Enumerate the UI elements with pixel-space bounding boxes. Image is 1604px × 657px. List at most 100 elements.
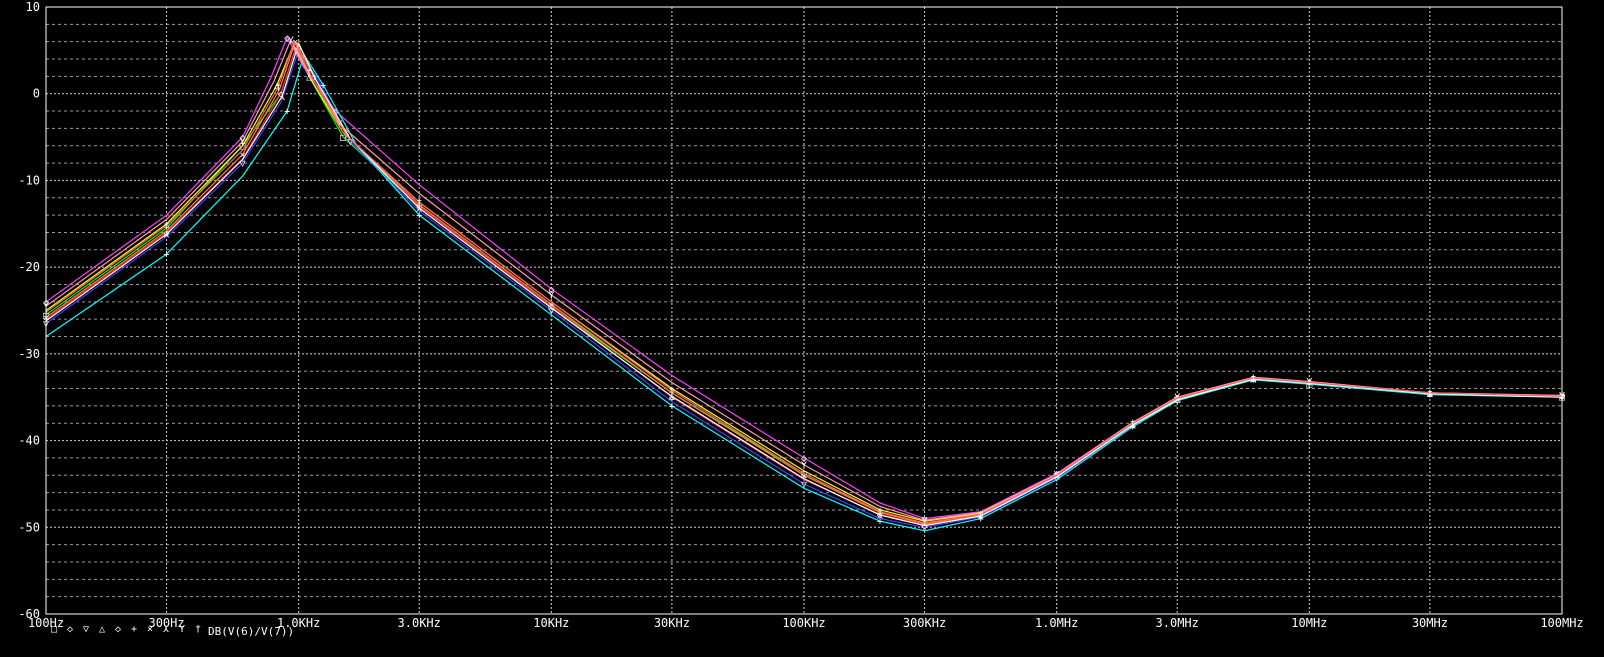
legend-marker-7: × xyxy=(147,624,153,635)
series-marker-8: ⋏ xyxy=(163,230,171,241)
legend-marker-1: □ xyxy=(51,624,57,635)
series-marker-9: Y xyxy=(240,137,246,148)
series-marker-6: + xyxy=(669,401,675,412)
series-marker-3: ▽ xyxy=(922,523,928,534)
series-marker-9: Y xyxy=(922,516,928,527)
legend-marker-4: △ xyxy=(99,624,105,635)
x-tick-label: 30KHz xyxy=(654,616,690,630)
series-marker-4: △ xyxy=(274,81,280,92)
series-marker-4: △ xyxy=(416,198,422,209)
x-tick-label: 100Hz xyxy=(28,616,64,630)
y-axis-ticks: 10 0 -10 -20 -30 -40 -50 -60 xyxy=(18,0,40,621)
series-marker-8: ⋏ xyxy=(668,392,676,403)
y-tick-label: 0 xyxy=(33,87,40,101)
series-marker-10: † xyxy=(416,198,422,209)
series-marker-6: + xyxy=(978,514,984,525)
series-marker-1: □ xyxy=(801,469,807,480)
x-tick-label: 30MHz xyxy=(1412,616,1448,630)
x-tick-label: 1.0KHz xyxy=(277,616,320,630)
series-marker-3: ▽ xyxy=(347,137,353,148)
series-marker-7: × xyxy=(548,300,554,311)
series-marker-1: □ xyxy=(240,141,246,152)
series-marker-3: ▽ xyxy=(548,306,554,317)
series-marker-5: ◇ xyxy=(801,453,807,464)
y-tick-label: -40 xyxy=(18,434,40,448)
legend-markers: □ ◇ ▽ △ ◇ + × ⋏ Y † xyxy=(51,624,201,635)
series-marker-2: ◇ xyxy=(669,393,675,404)
series-marker-1: □ xyxy=(340,133,346,144)
series-marker-10: † xyxy=(978,510,984,521)
x-tick-label: 100MHz xyxy=(1540,616,1583,630)
series-marker-6: + xyxy=(877,517,883,528)
x-tick-label: 3.0MHz xyxy=(1156,616,1199,630)
series-marker-8: ⋏ xyxy=(876,511,884,522)
series-marker-10: † xyxy=(1250,374,1256,385)
y-tick-label: -10 xyxy=(18,173,40,187)
x-axis-ticks: 100Hz 300Hz 1.0KHz 3.0KHz 10KHz 30KHz 100KHz 30… xyxy=(28,616,1584,630)
plot-frame xyxy=(45,6,1563,615)
series-marker-5: ◇ xyxy=(548,284,554,295)
x-tick-label: 1.0MHz xyxy=(1035,616,1078,630)
x-tick-label: 100KHz xyxy=(782,616,825,630)
series-marker-4: △ xyxy=(306,72,312,83)
series-line-9 xyxy=(45,39,1563,521)
series-marker-7: × xyxy=(801,471,807,482)
series-line-10 xyxy=(45,41,1563,524)
series-marker-8: ⋏ xyxy=(278,92,286,103)
series-marker-6: + xyxy=(416,211,422,222)
x-tick-label: 300KHz xyxy=(903,616,946,630)
series-marker-6: + xyxy=(1427,390,1433,401)
series-marker-5: ◇ xyxy=(333,107,339,118)
y-tick-label: -50 xyxy=(18,520,40,534)
series-marker-6: + xyxy=(320,81,326,92)
series-marker-9: Y xyxy=(288,35,294,46)
grid xyxy=(45,6,1563,615)
y-tick-label: -30 xyxy=(18,347,40,361)
series-marker-5: ◇ xyxy=(922,514,928,525)
legend-marker-5: ◇ xyxy=(115,624,121,635)
series-marker-8: ⋏ xyxy=(1129,420,1137,431)
series-marker-6: + xyxy=(1130,422,1136,433)
legend-marker-2: ◇ xyxy=(67,624,73,635)
series-marker-3: ▽ xyxy=(1054,473,1060,484)
series-marker-10: † xyxy=(1130,419,1136,430)
y-tick-label: -60 xyxy=(18,607,40,621)
legend: □ ◇ ▽ △ ◇ + × ⋏ Y † DB(V(6)/V(7)) xyxy=(51,624,294,638)
series-marker-8: ⋏ xyxy=(1426,389,1434,400)
series-marker-10: † xyxy=(877,507,883,518)
series-marker-6: + xyxy=(284,107,290,118)
series-marker-7: × xyxy=(922,519,928,530)
series-marker-9: Y xyxy=(801,460,807,471)
series-marker-5: ◇ xyxy=(284,33,290,44)
x-tick-label: 300Hz xyxy=(148,616,184,630)
legend-marker-3: ▽ xyxy=(83,624,89,635)
legend-label: DB(V(6)/V(7)) xyxy=(208,625,294,638)
series-marker-3: ▽ xyxy=(801,479,807,490)
series-marker-5: ◇ xyxy=(240,133,246,144)
series-marker-8: ⋏ xyxy=(1249,375,1257,386)
series-line-6 xyxy=(45,54,1563,532)
series-marker-8: ⋏ xyxy=(311,74,319,85)
series-marker-4: △ xyxy=(669,384,675,395)
series-marker-10: † xyxy=(306,68,312,79)
legend-marker-8: ⋏ xyxy=(162,624,170,635)
x-tick-label: 10KHz xyxy=(533,616,569,630)
series-marker-10: † xyxy=(669,386,675,397)
series-line-8 xyxy=(45,42,1563,527)
x-tick-label: 10MHz xyxy=(1291,616,1327,630)
series-group: □□□□□□□□□□□◇◇◇◇◇◇ ◇◇◇◇▽▽▽▽▽▽▽▽▽▽▽△△△△△△ △△… xyxy=(43,33,1565,534)
y-tick-label: -20 xyxy=(18,260,40,274)
series-marker-10: † xyxy=(275,82,281,93)
series-marker-6: + xyxy=(1250,375,1256,386)
series-marker-10: † xyxy=(1427,388,1433,399)
series-marker-10: † xyxy=(164,221,170,232)
series-marker-3: ▽ xyxy=(240,159,246,170)
series-marker-6: + xyxy=(164,250,170,261)
series-marker-8: ⋏ xyxy=(415,204,423,215)
series-marker-4: △ xyxy=(877,505,883,516)
series-marker-2: ◇ xyxy=(278,89,284,100)
series-marker-7: × xyxy=(240,150,246,161)
legend-marker-9: Y xyxy=(179,624,185,635)
legend-marker-6: + xyxy=(131,624,137,635)
